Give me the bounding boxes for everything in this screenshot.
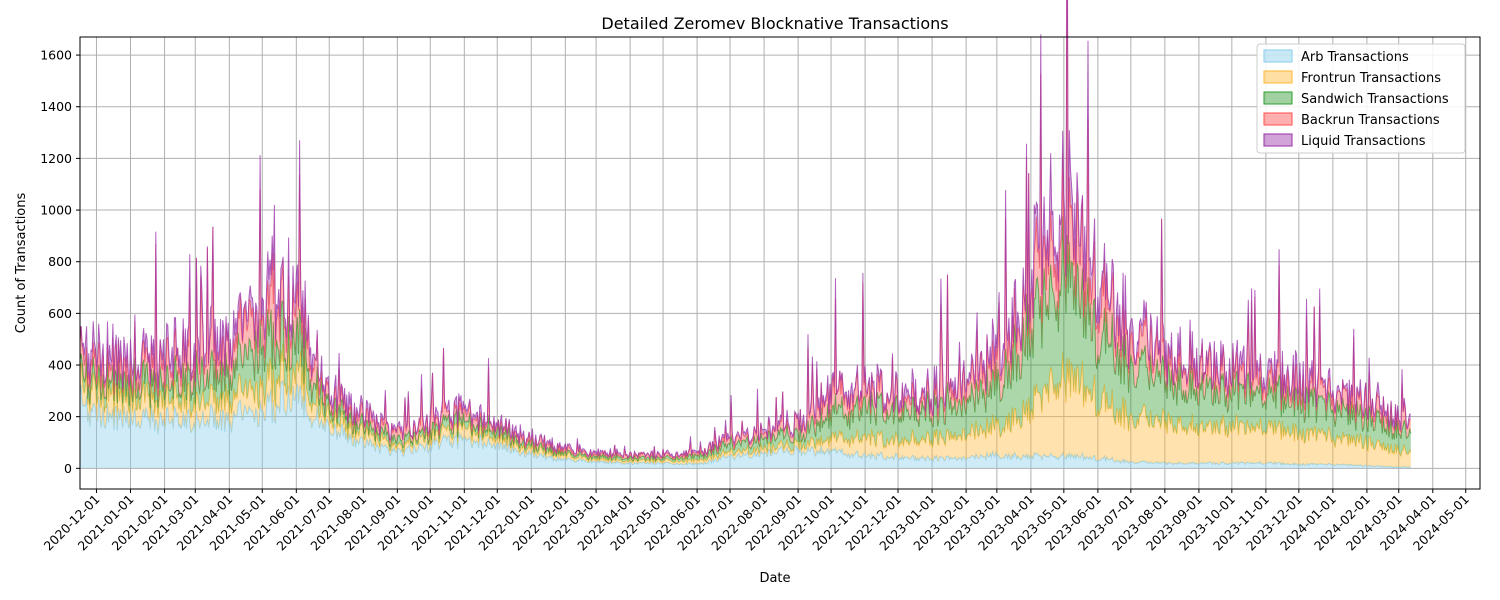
y-tick-label: 200 xyxy=(48,409,72,424)
line-frontrun-transactions xyxy=(79,343,1412,465)
y-axis-label: Count of Transactions xyxy=(14,193,29,334)
y-tick-label: 1600 xyxy=(40,48,72,63)
legend-swatch xyxy=(1263,91,1293,105)
legend-swatch xyxy=(1263,112,1293,126)
chart-title: Detailed Zeromev Blocknative Transaction… xyxy=(601,14,948,33)
legend-label: Sandwich Transactions xyxy=(1301,92,1449,107)
legend-label: Frontrun Transactions xyxy=(1301,71,1441,86)
legend-label: Arb Transactions xyxy=(1301,50,1409,65)
legend-label: Liquid Transactions xyxy=(1301,134,1426,149)
legend-label: Backrun Transactions xyxy=(1301,113,1440,128)
x-axis-label: Date xyxy=(759,571,790,586)
line-liquid-transactions xyxy=(79,0,1411,460)
y-tick-label: 1400 xyxy=(40,99,72,114)
y-axis-ticks: 0 200 400 600 800 1000 1200 1400 1600 xyxy=(40,48,80,476)
y-tick-label: 1200 xyxy=(40,151,72,166)
y-tick-label: 1000 xyxy=(40,203,72,218)
area-series-group xyxy=(79,0,1412,469)
y-tick-label: 400 xyxy=(48,358,72,373)
line-arb-transactions xyxy=(79,380,1411,468)
legend-swatch xyxy=(1263,133,1293,147)
legend-box xyxy=(1256,43,1466,154)
x-axis-ticks: 2020-12-012021-01-012021-02-012021-03-01… xyxy=(41,489,1472,553)
legend: Arb Transactions Frontrun Transactions San… xyxy=(1256,43,1466,154)
area-arb-transactions xyxy=(80,380,1411,469)
y-tick-label: 600 xyxy=(48,306,72,321)
y-tick-label: 0 xyxy=(64,461,72,476)
legend-swatch xyxy=(1263,49,1293,63)
y-tick-label: 800 xyxy=(48,254,72,269)
line-sandwich-transactions xyxy=(79,216,1412,463)
legend-swatch xyxy=(1263,70,1293,84)
plot-frame xyxy=(79,36,1481,490)
